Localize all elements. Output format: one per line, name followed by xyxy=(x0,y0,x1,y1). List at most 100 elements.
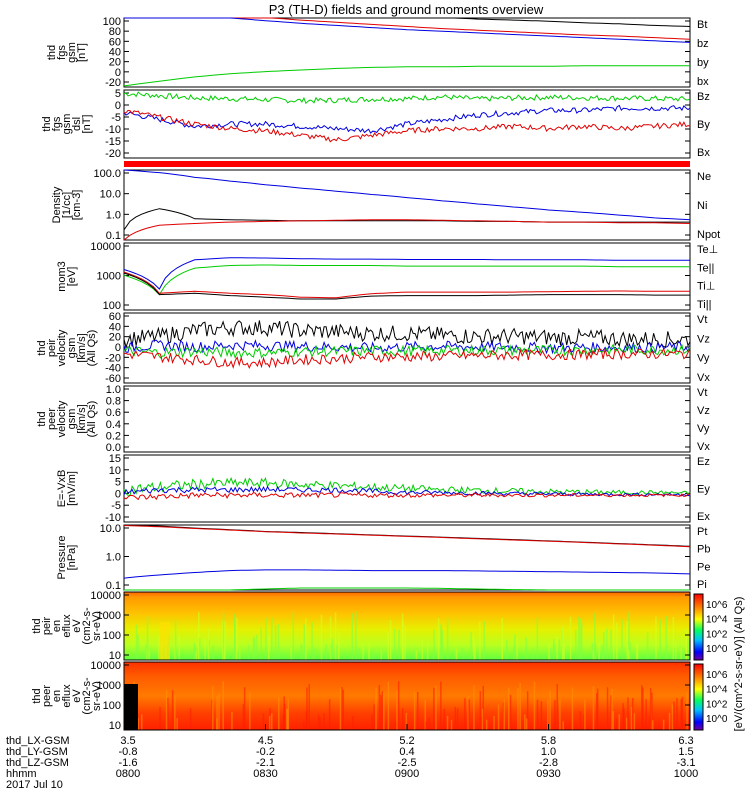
spectrogram-streak xyxy=(636,643,638,660)
legend-efield: Ez xyxy=(697,456,710,468)
series-Vy xyxy=(123,343,691,360)
panel-frame xyxy=(123,524,691,591)
spectrogram-streak xyxy=(402,620,404,660)
spectrogram-streak xyxy=(633,713,636,730)
spectrogram-streak xyxy=(479,691,482,730)
spectrogram-streak xyxy=(562,721,564,730)
x-tick-hhmm: 1000 xyxy=(674,768,698,780)
spectrogram-streak xyxy=(397,681,400,730)
spectrogram-streak xyxy=(503,699,505,730)
spectrogram-streak xyxy=(525,718,528,730)
spectrogram-streak xyxy=(380,694,382,730)
x-tick-lx: 5.2 xyxy=(399,735,414,747)
x-tick-ly: -0.2 xyxy=(256,746,275,758)
spectrogram-streak xyxy=(584,699,586,730)
series-Ni xyxy=(123,208,690,231)
spectrogram-streak xyxy=(146,616,149,660)
spectrogram-streak xyxy=(610,629,612,660)
spectrogram-streak xyxy=(171,690,174,730)
y-axis-label: Density[1/cc][cm-3] xyxy=(51,186,83,223)
y-tick-label: -5 xyxy=(111,500,121,512)
spectrogram-streak xyxy=(189,708,192,730)
spectrogram-streak xyxy=(238,648,241,660)
y-tick-label: 0.1 xyxy=(106,230,121,242)
colorbar-tick: 10^6 xyxy=(706,670,728,681)
spectrogram-streak xyxy=(204,637,206,660)
spectrogram-streak xyxy=(532,649,534,660)
y-label-line: [km/s] xyxy=(76,333,88,362)
spectrogram-streak xyxy=(375,687,377,730)
y-tick-label: 0.2 xyxy=(106,430,121,442)
spectrogram-streak xyxy=(278,697,280,730)
y-tick-label: 1000 xyxy=(97,680,121,692)
y-tick-label: 0 xyxy=(115,100,121,112)
spectrogram-streak xyxy=(198,611,200,660)
y-label-line: [1/cc] xyxy=(61,192,73,218)
y-label-line: (All Qs) xyxy=(86,330,98,367)
y-axis-label: mom3[eV] xyxy=(56,261,78,292)
spectrogram-streak xyxy=(234,619,236,660)
y-label-line: velocity xyxy=(56,329,68,366)
spectrogram-streak xyxy=(317,714,320,730)
legend-peer-velocity: Vy xyxy=(697,423,710,435)
legend-moments-T: Ti⊥ xyxy=(697,281,715,293)
spectrogram-streak xyxy=(681,696,684,730)
spectrogram-streak xyxy=(247,645,250,660)
spectrogram-streak xyxy=(501,618,503,660)
spectrogram-streak xyxy=(290,648,292,660)
spectrogram-streak xyxy=(269,715,271,730)
spectrogram-streak xyxy=(506,639,508,660)
spectrogram-streak xyxy=(174,695,176,730)
spectrogram-streak xyxy=(313,648,316,660)
y-tick-label: 1000 xyxy=(97,610,121,622)
x-row-label: thd_LX-GSM xyxy=(6,735,70,747)
colorbar-tick: 10^2 xyxy=(706,699,728,710)
spectrogram-streak xyxy=(571,687,574,730)
y-label-line: fgs xyxy=(51,116,63,131)
colorbar-label-group: [eV/(cm^2-s-sr-eV)] (All Qs) xyxy=(733,597,745,732)
x-tick-ly: 1.0 xyxy=(541,746,556,758)
series-Pi xyxy=(123,569,691,579)
spectrogram-streak xyxy=(632,698,634,730)
y-label-line: thd xyxy=(36,411,48,426)
spectrogram-streak xyxy=(627,650,630,660)
series-Vz xyxy=(123,347,691,370)
spectrogram-streak xyxy=(636,645,639,660)
y-tick-label: 100 xyxy=(103,630,121,642)
x-tick-hhmm: 0800 xyxy=(116,768,140,780)
series-Te⊥ xyxy=(123,271,690,299)
spectrogram-streak xyxy=(341,687,343,730)
spectrogram-streak xyxy=(441,630,444,660)
spectrogram-streak xyxy=(194,645,196,660)
data-gap xyxy=(124,684,138,730)
y-tick-label: 0.0 xyxy=(106,442,121,454)
legend-peer-velocity: Vx xyxy=(697,441,710,453)
spectrogram-streak xyxy=(330,643,332,660)
y-label-line: eV xyxy=(71,619,83,633)
panel-frame xyxy=(123,385,691,453)
spectrogram-streak xyxy=(596,693,598,730)
panel-frame xyxy=(123,89,691,159)
spectrogram-streak xyxy=(145,643,147,660)
spectrogram-streak xyxy=(509,694,512,730)
spectrogram-streak xyxy=(286,708,288,730)
y-label-line: [nT] xyxy=(81,115,93,134)
spectrogram-streak xyxy=(621,619,623,660)
y-label-line: [cm-3] xyxy=(71,190,83,221)
y-tick-label: -5 xyxy=(111,112,121,124)
y-tick-label: 80 xyxy=(109,26,121,38)
spectrogram-streak xyxy=(592,686,595,730)
series-Ne xyxy=(123,219,691,241)
spectrogram-streak xyxy=(425,721,427,730)
spectrogram-streak xyxy=(328,699,331,730)
y-tick-label: 20 xyxy=(109,57,121,69)
spectrogram-streak xyxy=(517,688,519,730)
legend-fgs-bz: Bt xyxy=(697,19,707,31)
y-tick-label: 10000 xyxy=(90,241,121,253)
spectrogram-streak xyxy=(216,718,218,730)
spectrogram-streak xyxy=(303,721,305,730)
legend-peir-velocity: Vy xyxy=(697,353,710,365)
series-bz xyxy=(124,17,691,40)
